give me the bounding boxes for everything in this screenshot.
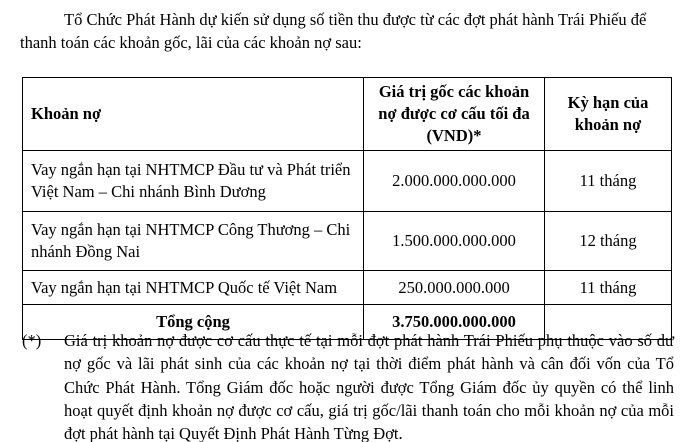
footnote-mark: (*) (22, 331, 42, 350)
header-debt: Khoản nợ (22, 77, 364, 151)
debt-value: 1.500.000.000.000 (363, 211, 545, 271)
header-term: Kỳ hạn của khoản nợ (544, 77, 672, 151)
debt-name: Vay ngắn hạn tại NHTMCP Đầu tư và Phát t… (22, 150, 364, 212)
total-term-empty (544, 304, 672, 340)
debt-value: 250.000.000.000 (363, 270, 545, 305)
table-header-row: Khoản nợ Giá trị gốc các khoản nợ được c… (22, 77, 672, 151)
debt-term: 11 tháng (544, 150, 672, 212)
total-label: Tổng cộng (22, 304, 364, 340)
debt-name: Vay ngắn hạn tại NHTMCP Quốc tế Việt Nam (22, 270, 364, 305)
total-value: 3.750.000.000.000 (363, 304, 545, 340)
debt-table: Khoản nợ Giá trị gốc các khoản nợ được c… (22, 77, 672, 340)
total-row: Tổng cộng 3.750.000.000.000 (22, 304, 672, 340)
debt-term: 11 tháng (544, 270, 672, 305)
intro-line-1: Tổ Chức Phát Hành dự kiến sử dụng số tiề… (64, 10, 647, 29)
debt-term: 12 tháng (544, 211, 672, 271)
header-principal: Giá trị gốc các khoản nợ được cơ cấu tối… (363, 77, 545, 151)
table-row: Vay ngắn hạn tại NHTMCP Đầu tư và Phát t… (22, 150, 672, 212)
intro-line-2: thanh toán các khoản gốc, lãi của các kh… (20, 33, 362, 52)
table-row: Vay ngắn hạn tại NHTMCP Công Thương – Ch… (22, 211, 672, 271)
footnote-text: Giá trị khoản nợ được cơ cấu thực tế tại… (64, 331, 674, 442)
debt-value: 2.000.000.000.000 (363, 150, 545, 212)
table-row: Vay ngắn hạn tại NHTMCP Quốc tế Việt Nam… (22, 270, 672, 305)
debt-name: Vay ngắn hạn tại NHTMCP Công Thương – Ch… (22, 211, 364, 271)
